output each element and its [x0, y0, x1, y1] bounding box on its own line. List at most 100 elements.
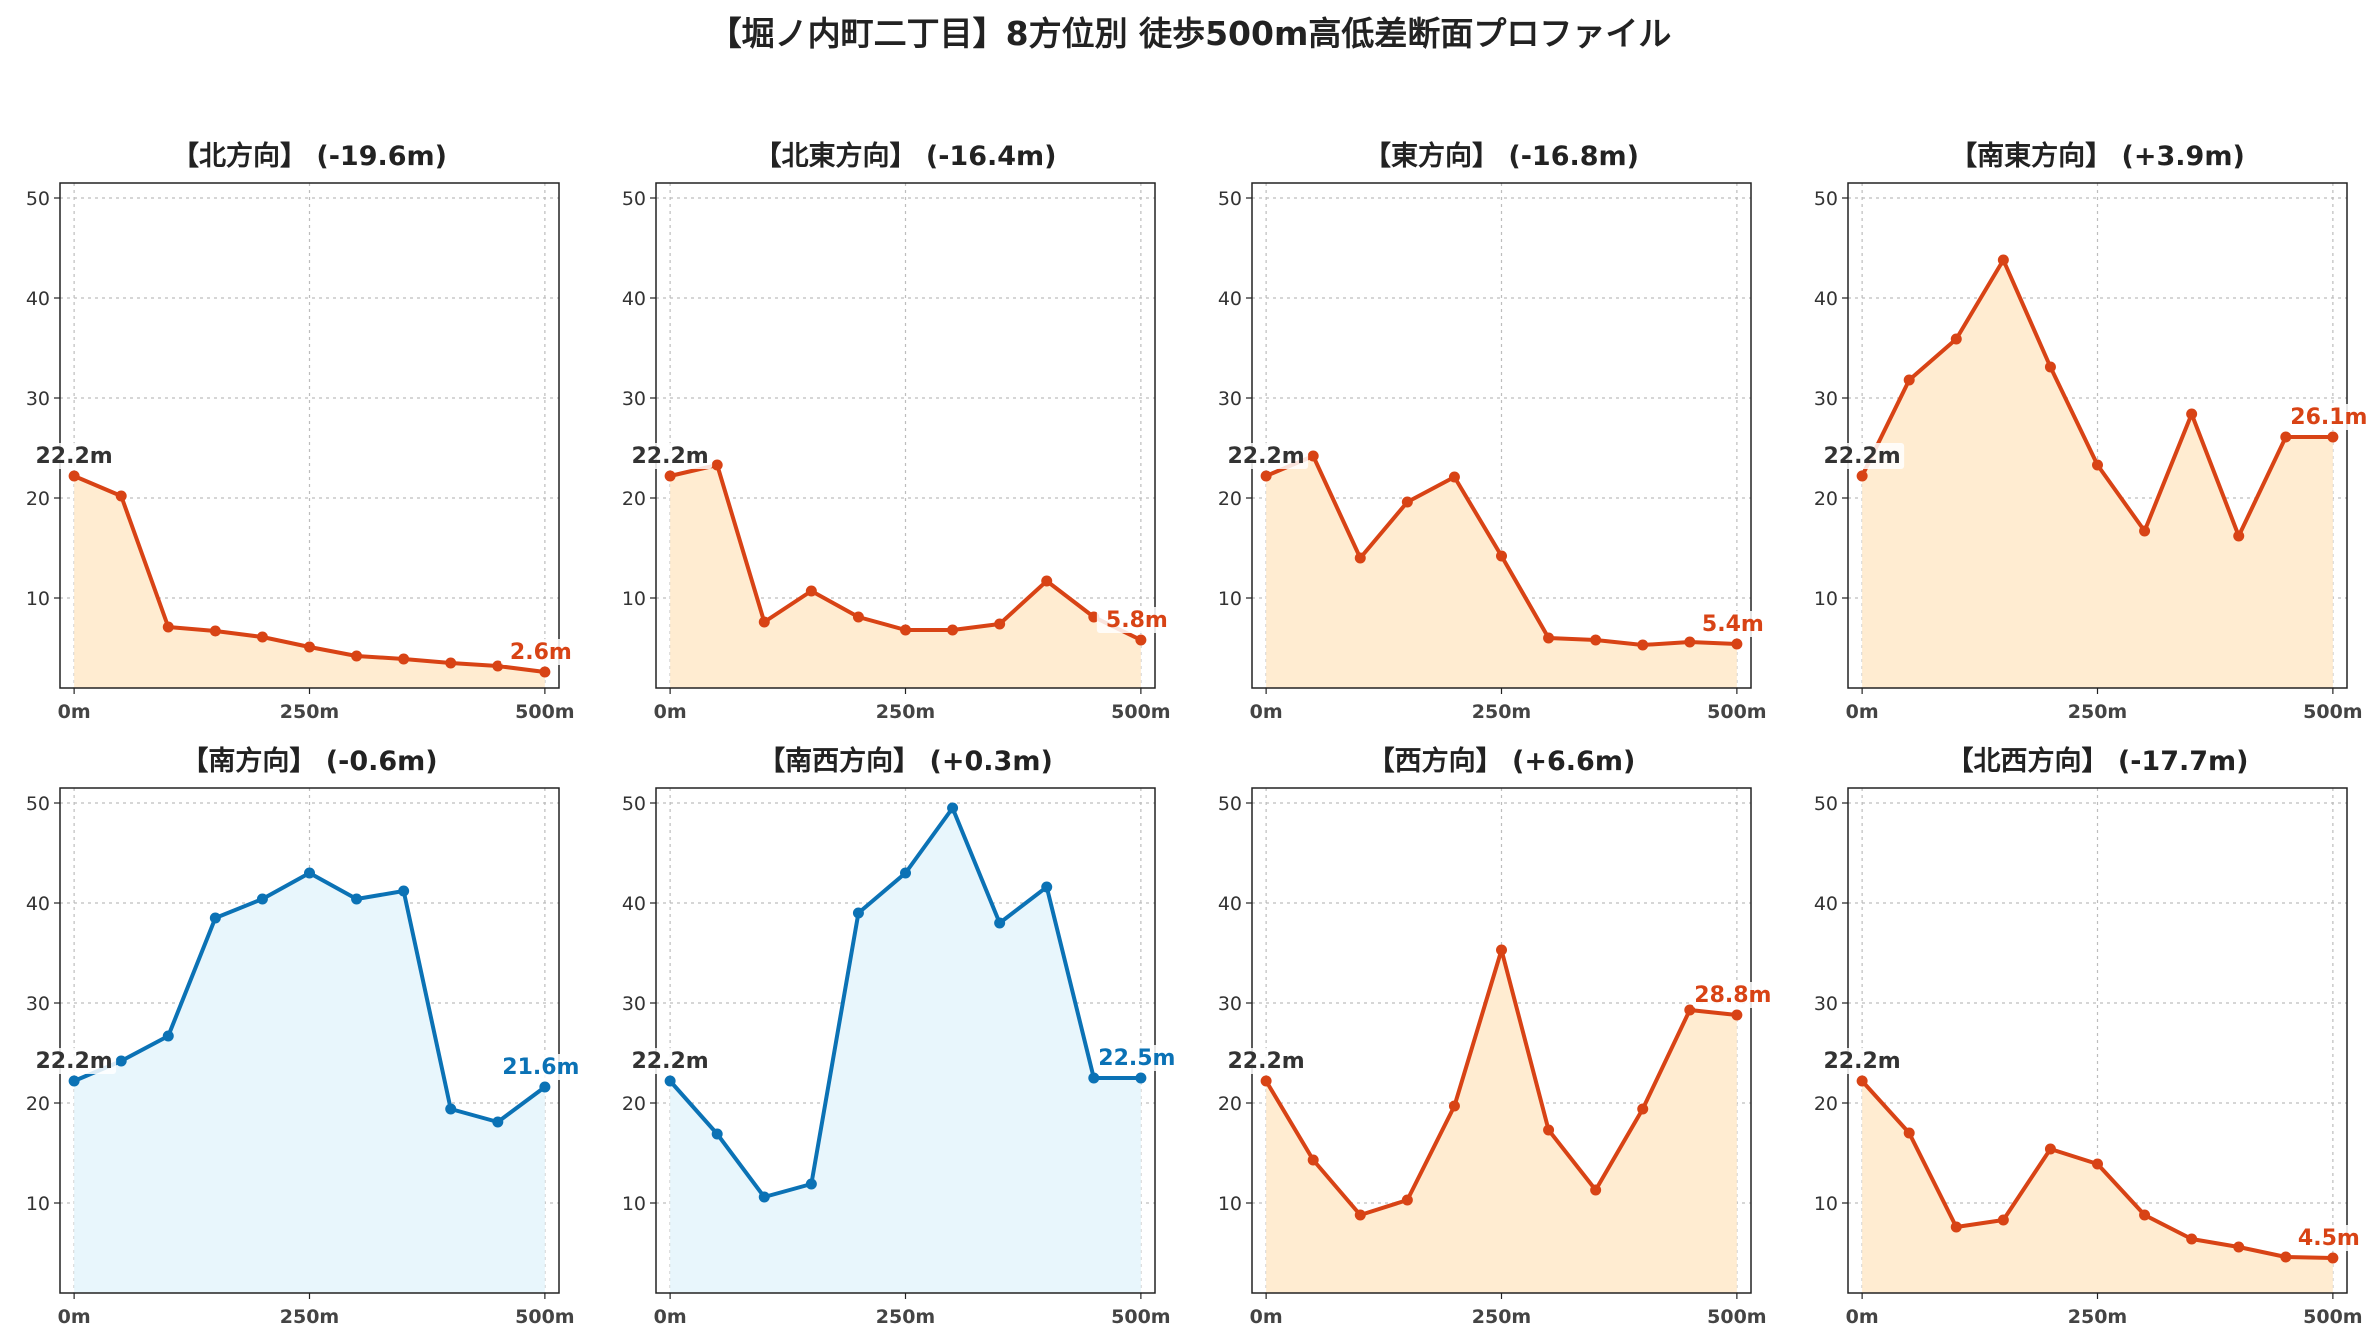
- x-tick-label: 0m: [654, 1306, 687, 1328]
- end-elevation-label: 5.8m: [1106, 608, 1168, 633]
- start-elevation-label: 22.2m: [632, 444, 709, 469]
- x-tick-label: 250m: [2068, 1306, 2127, 1328]
- y-tick-label: 20: [1218, 488, 1242, 510]
- chart-title: 【堀ノ内町二丁目】8方位別 徒歩500m高低差断面プロファイル: [709, 14, 1672, 53]
- x-tick-label: 0m: [58, 1306, 91, 1328]
- data-point: [2327, 1252, 2339, 1264]
- data-point: [2186, 1233, 2198, 1245]
- data-point: [805, 585, 817, 597]
- start-elevation-label: 22.2m: [632, 1049, 709, 1074]
- start-label-bg: [1224, 443, 1309, 469]
- data-point: [900, 624, 911, 636]
- data-point: [398, 885, 410, 897]
- data-point: [2139, 525, 2151, 537]
- x-tick-label: 250m: [876, 701, 935, 723]
- data-point: [351, 893, 363, 905]
- data-point: [1448, 1100, 1460, 1112]
- x-tick-label: 250m: [280, 701, 339, 723]
- y-tick-label: 40: [1218, 893, 1242, 915]
- end-label-bg: [2288, 1225, 2369, 1251]
- data-point: [947, 802, 959, 814]
- data-point: [1307, 1154, 1319, 1166]
- start-elevation-label: 22.2m: [36, 444, 113, 469]
- area-fill: [1862, 1081, 2333, 1293]
- data-point: [256, 893, 268, 905]
- area-fill: [1266, 456, 1737, 688]
- y-tick-label: 10: [1218, 588, 1242, 610]
- data-point: [900, 867, 911, 879]
- data-point: [1543, 632, 1555, 644]
- y-tick-label: 10: [1218, 1193, 1242, 1215]
- data-point: [1260, 1075, 1272, 1087]
- y-tick-label: 20: [26, 1093, 50, 1115]
- data-point: [2139, 1209, 2151, 1221]
- data-point: [115, 1055, 127, 1067]
- y-tick-label: 30: [1218, 993, 1242, 1015]
- end-elevation-label: 4.5m: [2298, 1226, 2360, 1251]
- x-tick-label: 500m: [515, 1306, 574, 1328]
- panel-title: 【南東方向】 (+3.9m): [1950, 140, 2245, 172]
- x-tick-label: 0m: [1250, 701, 1283, 723]
- area-fill: [1266, 950, 1737, 1293]
- end-elevation-label: 21.6m: [502, 1055, 579, 1080]
- data-point: [1950, 1221, 1962, 1233]
- y-tick-label: 40: [1814, 893, 1838, 915]
- data-point: [1637, 1103, 1649, 1115]
- data-point: [2044, 361, 2056, 373]
- data-point: [1088, 1072, 1100, 1084]
- data-point: [664, 1075, 676, 1087]
- data-point: [758, 616, 770, 628]
- y-tick-label: 40: [26, 288, 50, 310]
- y-tick-label: 40: [622, 893, 646, 915]
- y-tick-label: 40: [1218, 288, 1242, 310]
- data-point: [994, 618, 1006, 630]
- data-point: [852, 611, 864, 623]
- y-tick-label: 50: [26, 188, 50, 210]
- data-point: [398, 653, 410, 665]
- x-tick-label: 500m: [1111, 1306, 1170, 1328]
- data-point: [2280, 431, 2292, 443]
- start-elevation-label: 22.2m: [1228, 444, 1305, 469]
- data-point: [1260, 470, 1272, 482]
- panel-title: 【西方向】 (+6.6m): [1368, 745, 1636, 777]
- y-tick-label: 20: [1814, 488, 1838, 510]
- data-point: [2044, 1143, 2056, 1155]
- area-fill: [670, 808, 1141, 1293]
- data-point: [68, 470, 80, 482]
- y-tick-label: 30: [1814, 388, 1838, 410]
- data-point: [115, 490, 127, 502]
- y-tick-label: 50: [1814, 188, 1838, 210]
- data-point: [304, 867, 315, 879]
- data-point: [162, 1030, 174, 1042]
- panel-title: 【南方向】 (-0.6m): [181, 745, 437, 777]
- x-tick-label: 0m: [1250, 1306, 1283, 1328]
- x-tick-label: 0m: [58, 701, 91, 723]
- panel-title: 【北方向】 (-19.6m): [172, 140, 447, 172]
- data-point: [1950, 333, 1962, 345]
- x-tick-label: 250m: [876, 1306, 935, 1328]
- area-fill: [1862, 260, 2333, 688]
- y-tick-label: 30: [26, 388, 50, 410]
- y-tick-label: 20: [622, 488, 646, 510]
- panel-title: 【南西方向】 (+0.3m): [758, 745, 1053, 777]
- start-label-bg: [628, 443, 713, 469]
- y-tick-label: 10: [622, 1193, 646, 1215]
- data-point: [1637, 639, 1649, 651]
- start-elevation-label: 22.2m: [1824, 444, 1901, 469]
- x-tick-label: 500m: [1707, 701, 1766, 723]
- data-point: [1135, 634, 1147, 646]
- end-elevation-label: 5.4m: [1702, 612, 1764, 637]
- data-point: [1543, 1124, 1555, 1136]
- y-tick-label: 20: [1814, 1093, 1838, 1115]
- data-point: [1496, 550, 1507, 562]
- start-label-bg: [32, 1048, 117, 1074]
- data-point: [1731, 1009, 1743, 1021]
- data-point: [1684, 636, 1696, 648]
- x-tick-label: 500m: [2303, 1306, 2362, 1328]
- start-elevation-label: 22.2m: [1228, 1049, 1305, 1074]
- data-point: [994, 917, 1006, 929]
